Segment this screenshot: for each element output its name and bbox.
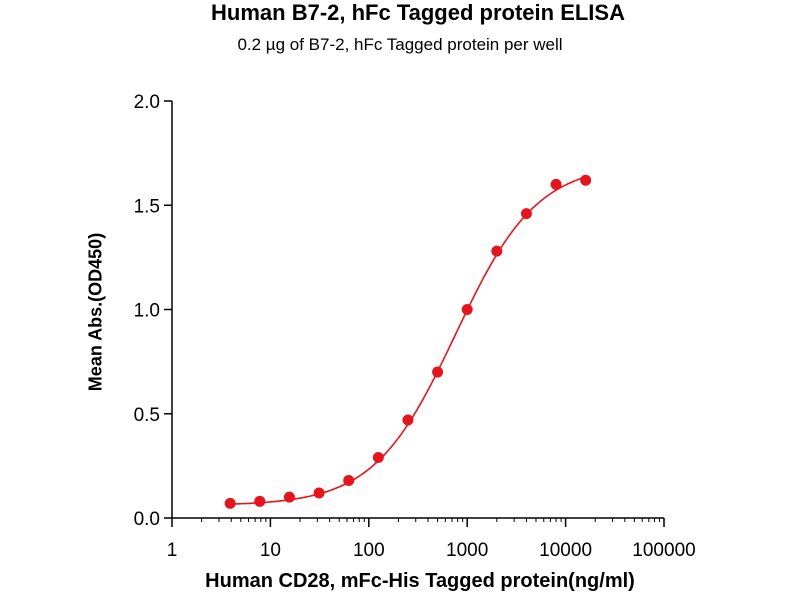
data-point <box>580 174 592 186</box>
y-tick-label: 1.5 <box>134 196 160 217</box>
data-point <box>461 304 473 315</box>
chart-title: Human B7-2, hFc Tagged protein ELISA <box>211 0 625 25</box>
data-point <box>432 366 444 378</box>
x-axis-label: Human CD28, mFc-His Tagged protein(ng/ml… <box>205 570 635 592</box>
data-point <box>313 487 325 499</box>
data-point <box>491 245 503 257</box>
fit-curve <box>230 176 586 505</box>
y-tick-label: 0.5 <box>134 405 160 426</box>
data-point <box>224 497 236 509</box>
data-point <box>550 178 562 190</box>
data-point <box>254 495 266 507</box>
chart-subtitle: 0.2 µg of B7-2, hFc Tagged protein per w… <box>237 35 563 54</box>
data-point <box>283 491 295 503</box>
x-tick-label: 100000 <box>632 540 695 561</box>
x-tick-label: 1000 <box>446 540 488 561</box>
data-point <box>402 414 414 426</box>
x-tick-label: 10 <box>260 540 281 561</box>
y-tick-label: 2.0 <box>134 92 160 113</box>
x-tick-label: 100 <box>353 540 385 561</box>
y-tick-label: 0.0 <box>134 509 160 530</box>
data-point <box>520 208 532 220</box>
y-tick-label: 1.0 <box>134 301 160 322</box>
x-tick-label: 1 <box>167 540 178 561</box>
x-tick-label: 10000 <box>539 540 592 561</box>
data-point <box>343 474 355 486</box>
data-point <box>372 452 384 464</box>
